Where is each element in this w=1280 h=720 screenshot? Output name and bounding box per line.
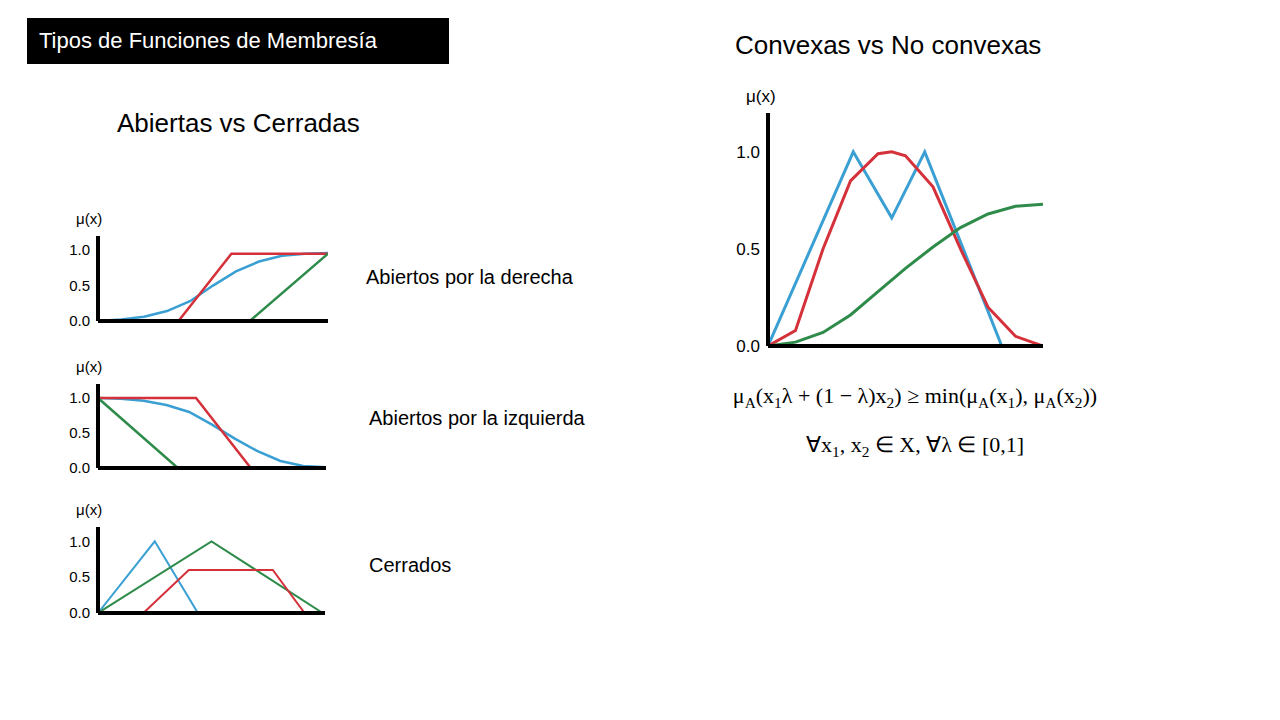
html-text:∀x1, x2∈ X, ∀λ ∈ [0,1]: ∀x1, x2∈ X, ∀λ ∈ [0,1] — [805, 432, 1025, 461]
svg-text:1.0: 1.0 — [69, 533, 90, 550]
svg-text:1.0: 1.0 — [69, 241, 90, 258]
html-text:μ(x): μ(x) — [746, 87, 776, 106]
svg-text:0.0: 0.0 — [69, 312, 90, 329]
html-text:μ(x): μ(x) — [76, 501, 103, 518]
html-text:μ(x): μ(x) — [76, 210, 103, 227]
svg-text:1.0: 1.0 — [69, 389, 90, 406]
html-text:Abiertos por la derecha: Abiertos por la derecha — [366, 266, 573, 288]
html-text:Abiertos por la izquierda: Abiertos por la izquierda — [369, 407, 585, 429]
svg-text:1.0: 1.0 — [736, 143, 760, 162]
html-text:μA(x1λ + (1 − λ)x2) ≥ min(μA(x: μA(x1λ + (1 − λ)x2) ≥ min(μA(x1), μA(x2)… — [732, 383, 1098, 412]
svg-text:0.5: 0.5 — [69, 568, 90, 585]
svg-text:0.5: 0.5 — [69, 277, 90, 294]
svg-text:0.0: 0.0 — [736, 337, 760, 356]
html-text:Convexas vs No convexas: Convexas vs No convexas — [735, 30, 1042, 60]
svg-text:0.5: 0.5 — [736, 240, 760, 259]
html-text:μ(x): μ(x) — [76, 358, 103, 375]
svg-text:0.0: 0.0 — [69, 459, 90, 476]
html-text:Tipos de Funciones de Membresí: Tipos de Funciones de Membresía — [39, 28, 377, 53]
html-text:Abiertas vs Cerradas: Abiertas vs Cerradas — [117, 108, 360, 138]
html-text:Cerrados: Cerrados — [369, 554, 452, 576]
svg-text:0.5: 0.5 — [69, 424, 90, 441]
svg-text:0.0: 0.0 — [69, 604, 90, 621]
